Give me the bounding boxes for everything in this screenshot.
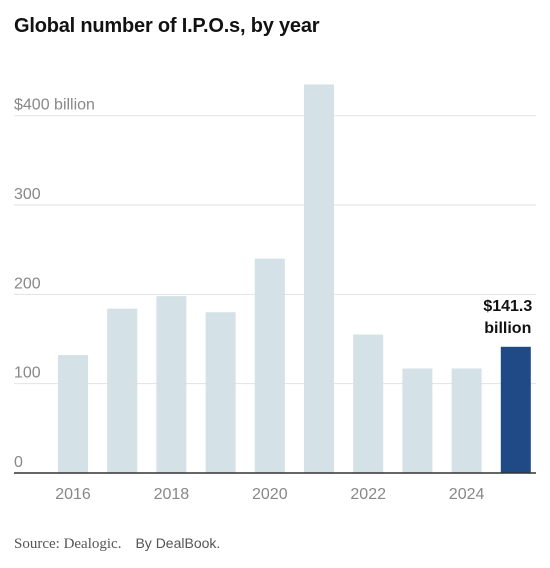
bar-2018 [156,296,187,473]
bar-2016 [58,355,88,473]
source-note: Source: Dealogic. [14,536,122,552]
bar-2022 [353,334,384,473]
bar-2025 [500,346,531,473]
y-tick-label: $400 billion [14,97,95,114]
x-axis-labels: 2016 2018 2020 2022 2024 [55,486,484,503]
bar-2020 [254,258,285,473]
bar-2017 [107,308,138,473]
x-tick-label: 2022 [350,486,386,503]
byline: By DealBook. [135,535,221,551]
y-tick-label: 100 [14,365,41,382]
x-tick-label: 2020 [252,486,288,503]
bar-2021 [304,84,334,473]
x-tick-label: 2018 [154,486,190,503]
y-tick-label: 200 [14,275,41,292]
x-tick-label: 2016 [55,486,91,503]
y-tick-label: 0 [14,454,23,471]
y-axis-labels: 0 100 200 300 $400 billion [14,97,95,471]
footer: Source: Dealogic. By DealBook. [14,535,220,553]
bars [58,84,531,473]
bar-2019 [205,312,236,473]
bar-2024 [451,368,482,473]
annotation-value: $141.3 [483,298,532,315]
y-tick-label: 300 [14,186,41,203]
chart-title: Global number of I.P.O.s, by year [14,15,320,37]
bar-2023 [402,368,433,473]
x-tick-label: 2024 [449,486,485,503]
annotation-unit: billion [484,320,531,337]
